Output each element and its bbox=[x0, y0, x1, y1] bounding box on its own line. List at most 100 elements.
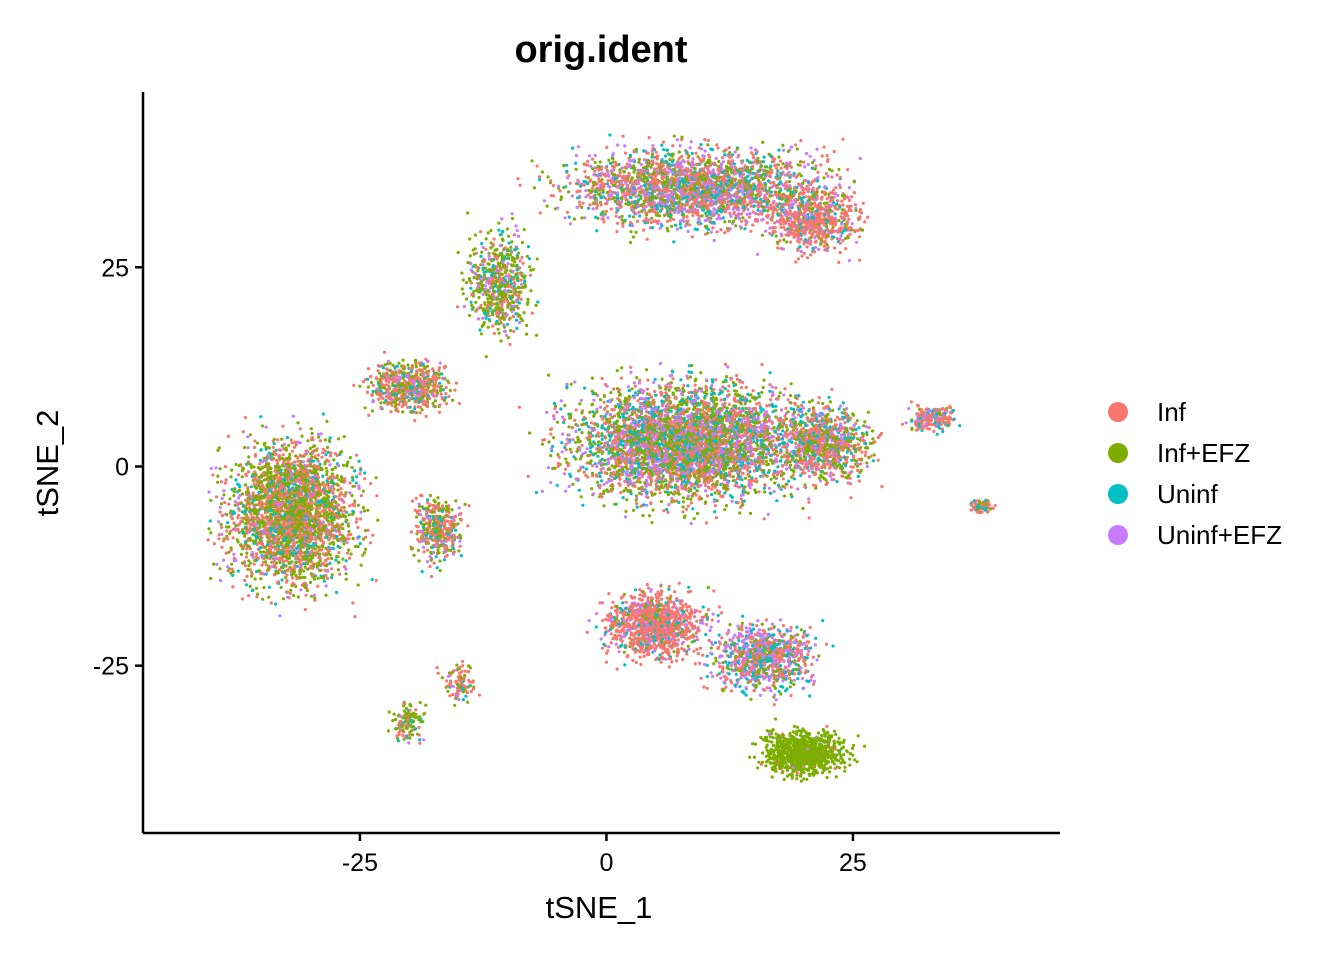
scatter-point bbox=[312, 562, 316, 567]
scatter-point bbox=[325, 469, 329, 474]
scatter-point bbox=[247, 594, 251, 598]
scatter-point bbox=[705, 214, 709, 218]
scatter-point bbox=[228, 497, 232, 501]
scatter-point bbox=[846, 236, 850, 240]
scatter-point bbox=[580, 443, 584, 447]
scatter-point bbox=[586, 159, 590, 163]
scatter-point bbox=[839, 761, 843, 765]
scatter-point bbox=[728, 466, 732, 470]
scatter-point bbox=[867, 426, 871, 430]
scatter-point bbox=[807, 497, 811, 501]
scatter-point bbox=[720, 636, 724, 640]
scatter-point bbox=[281, 461, 285, 465]
scatter-point bbox=[325, 576, 330, 581]
scatter-point bbox=[675, 654, 679, 658]
scatter-point bbox=[671, 217, 676, 221]
scatter-point bbox=[781, 679, 785, 683]
scatter-point bbox=[639, 662, 643, 667]
scatter-point bbox=[733, 633, 737, 637]
scatter-point bbox=[700, 214, 704, 218]
scatter-point bbox=[607, 592, 611, 596]
scatter-point bbox=[729, 689, 734, 693]
scatter-point bbox=[619, 376, 624, 380]
scatter-point bbox=[789, 468, 794, 472]
scatter-point bbox=[518, 320, 522, 325]
scatter-point bbox=[316, 453, 320, 457]
scatter-point bbox=[522, 228, 526, 232]
scatter-point bbox=[600, 646, 605, 650]
scatter-point bbox=[615, 614, 619, 618]
scatter-point bbox=[846, 168, 850, 172]
scatter-point bbox=[781, 477, 785, 481]
scatter-point bbox=[565, 382, 569, 386]
scatter-point bbox=[424, 414, 428, 418]
scatter-point bbox=[347, 548, 351, 552]
scatter-point bbox=[716, 613, 720, 618]
scatter-point bbox=[437, 410, 441, 414]
scatter-point bbox=[723, 220, 727, 224]
scatter-point bbox=[424, 703, 428, 707]
scatter-point bbox=[645, 503, 649, 507]
scatter-point bbox=[958, 424, 962, 428]
scatter-point bbox=[431, 401, 435, 405]
scatter-point bbox=[303, 565, 307, 569]
scatter-point bbox=[325, 419, 329, 423]
scatter-point bbox=[772, 638, 776, 642]
scatter-point bbox=[856, 474, 860, 479]
scatter-point bbox=[342, 435, 346, 439]
scatter-point bbox=[838, 175, 842, 180]
scatter-point bbox=[344, 577, 348, 581]
scatter-point bbox=[756, 156, 760, 160]
scatter-point bbox=[763, 483, 767, 488]
scatter-point bbox=[371, 383, 375, 387]
scatter-point bbox=[346, 551, 350, 555]
scatter-point bbox=[721, 419, 725, 423]
scatter-point bbox=[774, 234, 778, 238]
scatter-point bbox=[682, 384, 686, 388]
scatter-point bbox=[513, 260, 517, 264]
scatter-point bbox=[822, 201, 827, 205]
scatter-point bbox=[231, 585, 235, 589]
scatter-point bbox=[422, 545, 426, 550]
scatter-point bbox=[631, 508, 636, 512]
scatter-point bbox=[698, 610, 702, 614]
scatter-point bbox=[484, 247, 488, 251]
scatter-point bbox=[446, 689, 450, 693]
scatter-point bbox=[244, 555, 249, 559]
scatter-point bbox=[689, 522, 693, 526]
scatter-point bbox=[806, 653, 810, 657]
scatter-point bbox=[448, 694, 452, 698]
scatter-point bbox=[227, 502, 231, 506]
scatter-point bbox=[853, 758, 857, 762]
scatter-point bbox=[621, 496, 625, 500]
scatter-point bbox=[629, 370, 633, 374]
scatter-point bbox=[637, 419, 641, 424]
scatter-point bbox=[795, 625, 799, 629]
scatter-point bbox=[754, 402, 759, 406]
scatter-point bbox=[479, 303, 483, 308]
scatter-point bbox=[774, 457, 778, 461]
scatter-point bbox=[531, 268, 535, 272]
scatter-point bbox=[465, 281, 469, 285]
scatter-point bbox=[742, 209, 746, 213]
scatter-point bbox=[253, 577, 257, 581]
scatter-point bbox=[740, 219, 744, 223]
scatter-point bbox=[673, 590, 677, 594]
scatter-point bbox=[805, 151, 809, 156]
scatter-point bbox=[738, 195, 742, 199]
scatter-point bbox=[252, 482, 256, 486]
scatter-point bbox=[838, 185, 843, 189]
scatter-point bbox=[695, 619, 699, 623]
scatter-point bbox=[296, 459, 300, 463]
scatter-point bbox=[451, 398, 455, 402]
scatter-point bbox=[807, 649, 811, 653]
scatter-point bbox=[805, 256, 810, 260]
scatter-point bbox=[413, 410, 417, 414]
scatter-point bbox=[361, 506, 365, 510]
scatter-point bbox=[714, 641, 718, 645]
scatter-point bbox=[345, 464, 349, 468]
scatter-point bbox=[810, 662, 814, 667]
scatter-point bbox=[574, 167, 578, 171]
scatter-point bbox=[482, 270, 486, 274]
scatter-point bbox=[593, 153, 597, 157]
